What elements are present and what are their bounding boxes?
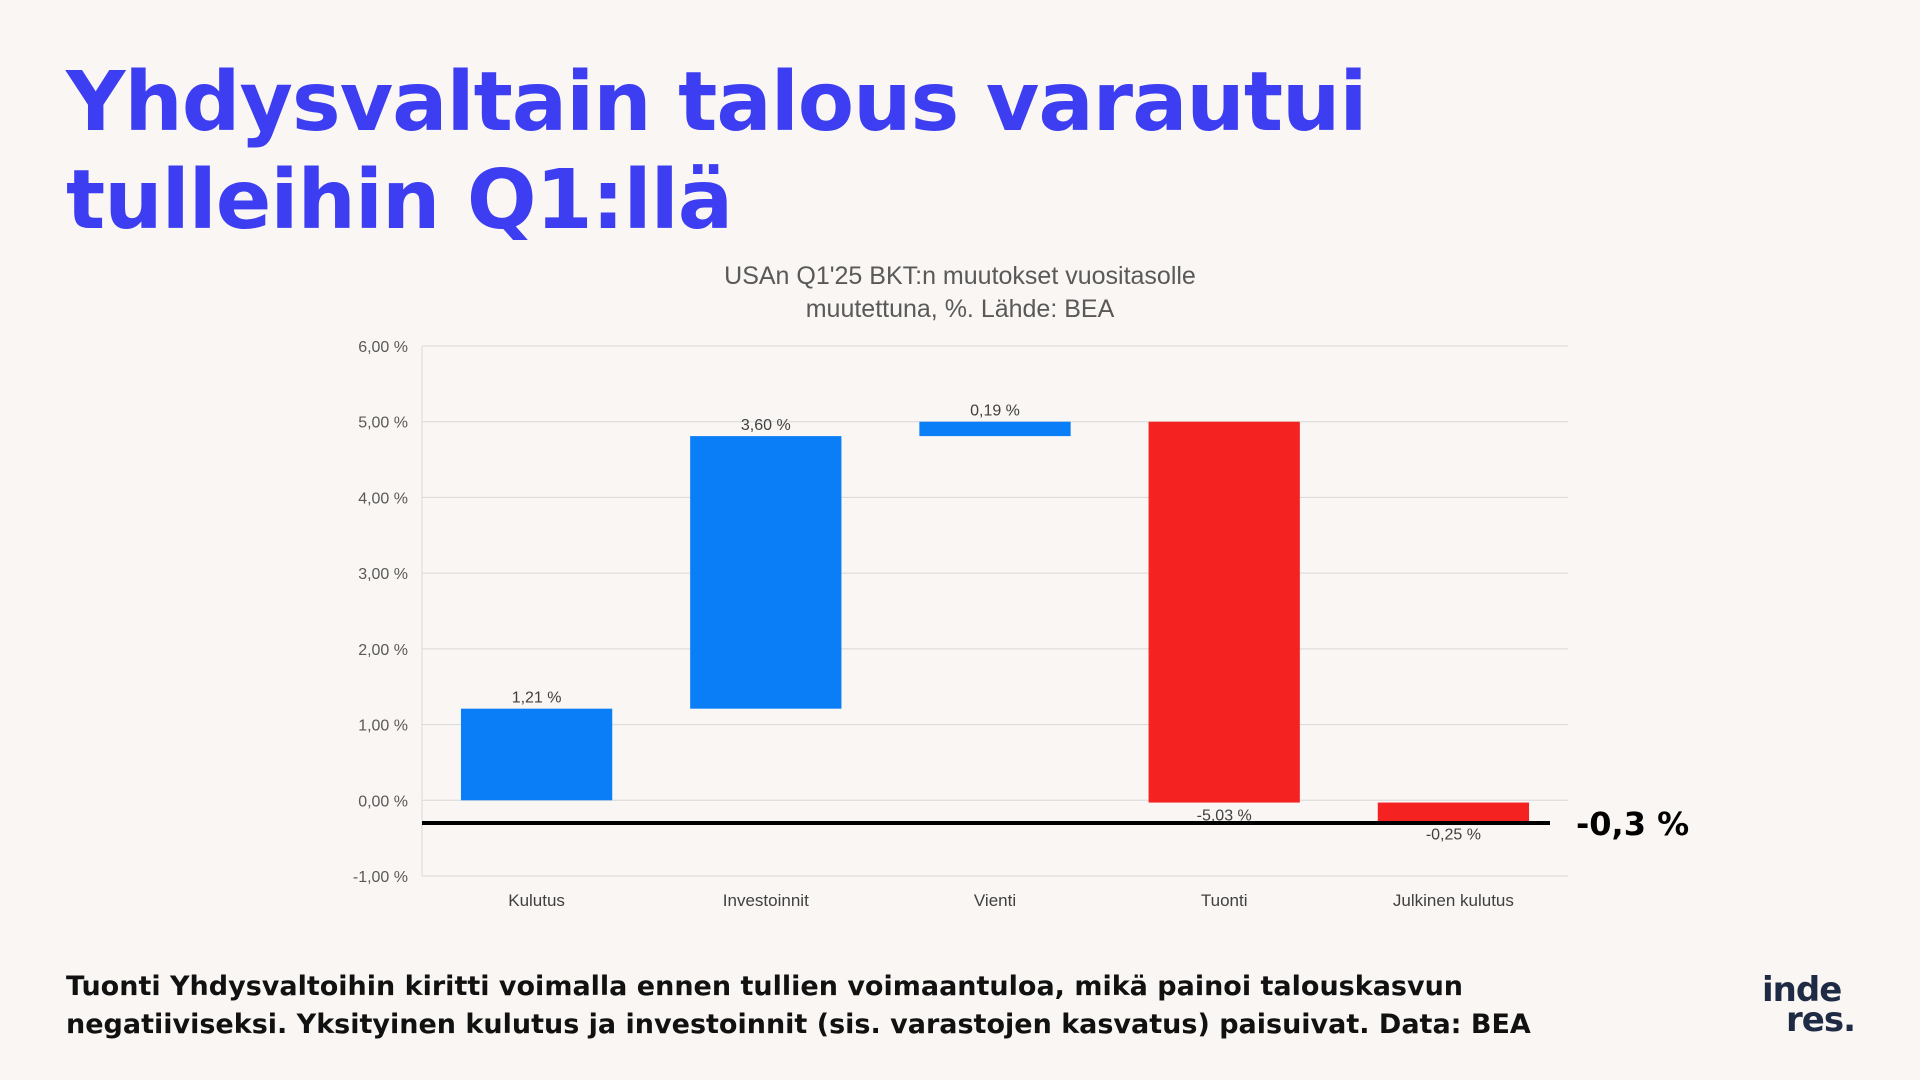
y-tick-label: 3,00 % xyxy=(358,566,408,583)
data-label: -5,03 % xyxy=(1197,808,1252,825)
bar xyxy=(1377,802,1530,822)
logo-line-2: res. xyxy=(1786,1000,1856,1040)
x-tick-label: Tuonti xyxy=(1201,891,1248,910)
chart-title-line-1: USAn Q1'25 BKT:n muutokset vuositasolle xyxy=(724,262,1196,290)
y-tick-label: -1,00 % xyxy=(353,869,408,886)
y-tick-label: 5,00 % xyxy=(358,415,408,432)
x-tick-label: Investoinnit xyxy=(723,891,809,910)
inderes-logo: inde res. xyxy=(1762,970,1856,1040)
data-label: 0,19 % xyxy=(970,403,1020,420)
x-tick-label: Kulutus xyxy=(508,891,565,910)
bar xyxy=(690,436,842,709)
y-tick-label: 6,00 % xyxy=(358,339,408,356)
x-tick-label: Julkinen kulutus xyxy=(1393,891,1514,910)
bar xyxy=(1148,421,1300,803)
y-tick-label: 4,00 % xyxy=(358,490,408,507)
footer-caption: Tuonti Yhdysvaltoihin kiritti voimalla e… xyxy=(66,968,1531,1044)
y-tick-label: 0,00 % xyxy=(358,793,408,810)
headline-line-1: Yhdysvaltain talous varautui xyxy=(66,55,1367,150)
data-label: -0,25 % xyxy=(1426,826,1481,843)
headline-line-2: tulleihin Q1:llä xyxy=(66,153,733,248)
bar xyxy=(460,708,613,801)
y-tick-label: 2,00 % xyxy=(358,642,408,659)
bar xyxy=(919,421,1071,437)
total-label: -0,3 % xyxy=(1576,805,1689,843)
chart-title-line-2: muutettuna, %. Lähde: BEA xyxy=(805,295,1115,323)
footer-line-1: Tuonti Yhdysvaltoihin kiritti voimalla e… xyxy=(66,971,1464,1002)
headline: Yhdysvaltain talous varautui tulleihin Q… xyxy=(66,54,1367,250)
chart-canvas: 6,00 % 5,00 % 4,00 % 3,00 % 2,00 % 1,00 % 0,00… xyxy=(353,339,1689,910)
chart-title: USAn Q1'25 BKT:n muutokset vuositasolle … xyxy=(560,260,1360,326)
y-tick-label: 1,00 % xyxy=(358,718,408,735)
data-label: 1,21 % xyxy=(512,690,562,707)
data-label: 3,60 % xyxy=(741,417,791,434)
waterfall-chart: 6,00 % 5,00 % 4,00 % 3,00 % 2,00 % 1,00 % 0,00… xyxy=(0,250,1920,930)
x-tick-label: Vienti xyxy=(974,891,1016,910)
logo-line-1: inde xyxy=(1762,970,1842,1010)
footer-line-2: negatiiviseksi. Yksityinen kulutus ja in… xyxy=(66,1009,1531,1040)
